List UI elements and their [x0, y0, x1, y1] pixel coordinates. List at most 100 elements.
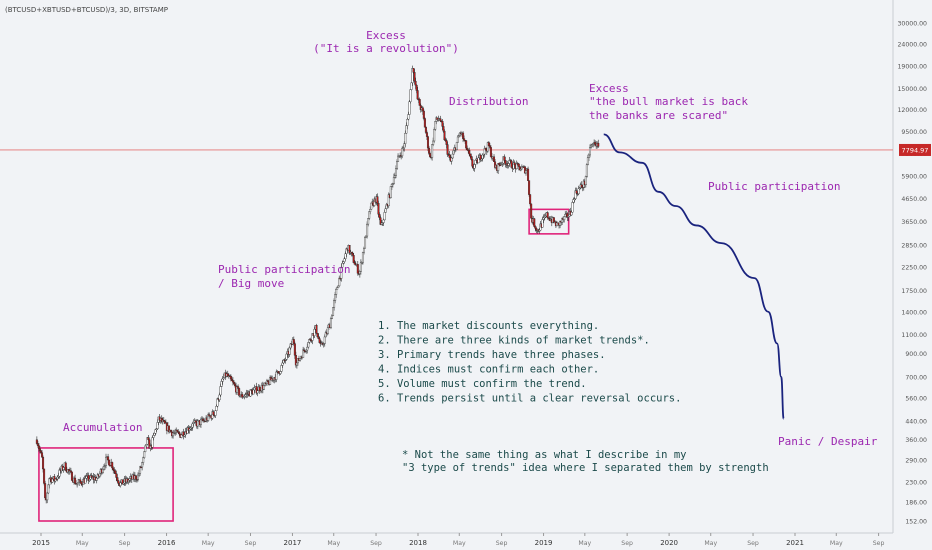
candle-body: [292, 339, 295, 344]
candle-body: [79, 479, 82, 482]
candle-body: [396, 161, 399, 169]
y-tick-label: 1100.00: [901, 332, 927, 339]
candle-body: [465, 140, 468, 149]
candle-body: [269, 377, 272, 385]
y-tick-label: 360.00: [905, 437, 927, 444]
candle-body: [279, 371, 282, 374]
candle-body: [361, 251, 364, 263]
y-tick-label: 2250.00: [901, 265, 927, 272]
candle-body: [563, 216, 566, 221]
candle-body: [62, 467, 65, 470]
candle-body: [69, 470, 72, 473]
candle-body: [142, 457, 145, 463]
candle-body: [326, 327, 329, 334]
candle-body: [221, 378, 224, 382]
candle-body: [411, 68, 414, 84]
candle-body: [422, 110, 425, 119]
candle-body: [239, 395, 242, 397]
candle-body: [44, 483, 47, 499]
candle-body: [176, 429, 179, 432]
candle-body: [451, 153, 454, 159]
candle-body: [214, 410, 217, 416]
y-tick-label: 3650.00: [901, 219, 927, 226]
candle-body: [137, 474, 140, 480]
candle-body: [424, 127, 427, 133]
candle-body: [47, 484, 50, 494]
candle-body: [594, 142, 597, 145]
candle-body: [156, 422, 159, 430]
y-tick-label: 1400.00: [901, 309, 927, 316]
candle-body: [445, 140, 448, 145]
candle-body: [37, 445, 40, 449]
candle-body: [84, 478, 87, 484]
principle-item: 6. Trends persist until a clear reversal…: [378, 393, 681, 405]
candle-body: [329, 318, 332, 328]
candle-body: [36, 443, 39, 446]
candle-body: [229, 375, 232, 380]
candle-body: [121, 479, 124, 485]
candle-body: [41, 452, 44, 458]
y-tick-label: 15000.00: [897, 86, 927, 93]
candle-body: [252, 389, 255, 395]
candle-body: [302, 349, 305, 358]
candle-body: [152, 435, 155, 438]
candle-body: [178, 432, 181, 435]
candle-body: [488, 145, 491, 148]
accumulation-box: [38, 447, 174, 522]
candle-body: [383, 212, 386, 221]
excess-right-quote-1: "the bull market is back: [589, 95, 748, 108]
candle-body: [35, 439, 38, 444]
candle-body: [552, 217, 555, 223]
candle-body: [515, 163, 518, 170]
candle-body: [443, 130, 446, 141]
x-tick-label: May: [202, 540, 215, 547]
candle-body: [481, 154, 484, 159]
candle-body: [172, 432, 175, 437]
candle-body: [407, 114, 410, 120]
principle-item: 1. The market discounts everything.: [378, 320, 599, 332]
candle-body: [258, 386, 261, 392]
candle-body: [43, 468, 46, 484]
candle-body: [586, 157, 589, 165]
candle-body: [216, 398, 219, 407]
symbol-label: (BTCUSD+XBTUSD+BTCUSD)/3, 3D, BITSTAMP: [5, 6, 168, 14]
candle-body: [267, 380, 270, 383]
candle-body: [318, 338, 321, 343]
x-tick-label: May: [327, 540, 340, 547]
excess-right-label: Excess: [589, 82, 629, 95]
candle-body: [448, 154, 451, 158]
candle-body: [404, 133, 407, 144]
candle-body: [280, 365, 283, 372]
candle-body: [151, 437, 154, 448]
candle-body: [40, 450, 43, 453]
candle-body: [486, 142, 489, 152]
candle-body: [376, 196, 379, 204]
candle-body: [144, 445, 147, 452]
candle-body: [117, 480, 120, 484]
candle-body: [534, 226, 537, 229]
candle-body: [145, 444, 148, 447]
candle-body: [111, 462, 114, 469]
candle-body: [378, 213, 381, 218]
candle-body: [585, 164, 588, 177]
candle-body: [115, 473, 118, 478]
candle-body: [232, 381, 235, 385]
candle-body: [571, 202, 574, 213]
candle-body: [366, 223, 369, 237]
candle-body: [38, 448, 41, 452]
candle-body: [528, 180, 531, 195]
y-tick-label: 9500.00: [901, 129, 927, 136]
candle-body: [597, 143, 600, 147]
candle-body: [341, 263, 344, 268]
candle-body: [487, 142, 490, 146]
candle-body: [105, 456, 108, 466]
candle-body: [114, 470, 117, 474]
candle-body: [143, 451, 146, 458]
candle-body: [153, 432, 156, 436]
candle-body: [358, 271, 361, 275]
candle-body: [546, 212, 549, 218]
y-tick-label: 230.00: [905, 479, 927, 486]
candle-body: [428, 147, 431, 154]
candle-body: [468, 150, 471, 155]
